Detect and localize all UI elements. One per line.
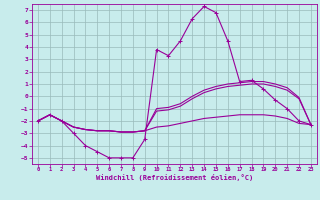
X-axis label: Windchill (Refroidissement éolien,°C): Windchill (Refroidissement éolien,°C) [96,174,253,181]
